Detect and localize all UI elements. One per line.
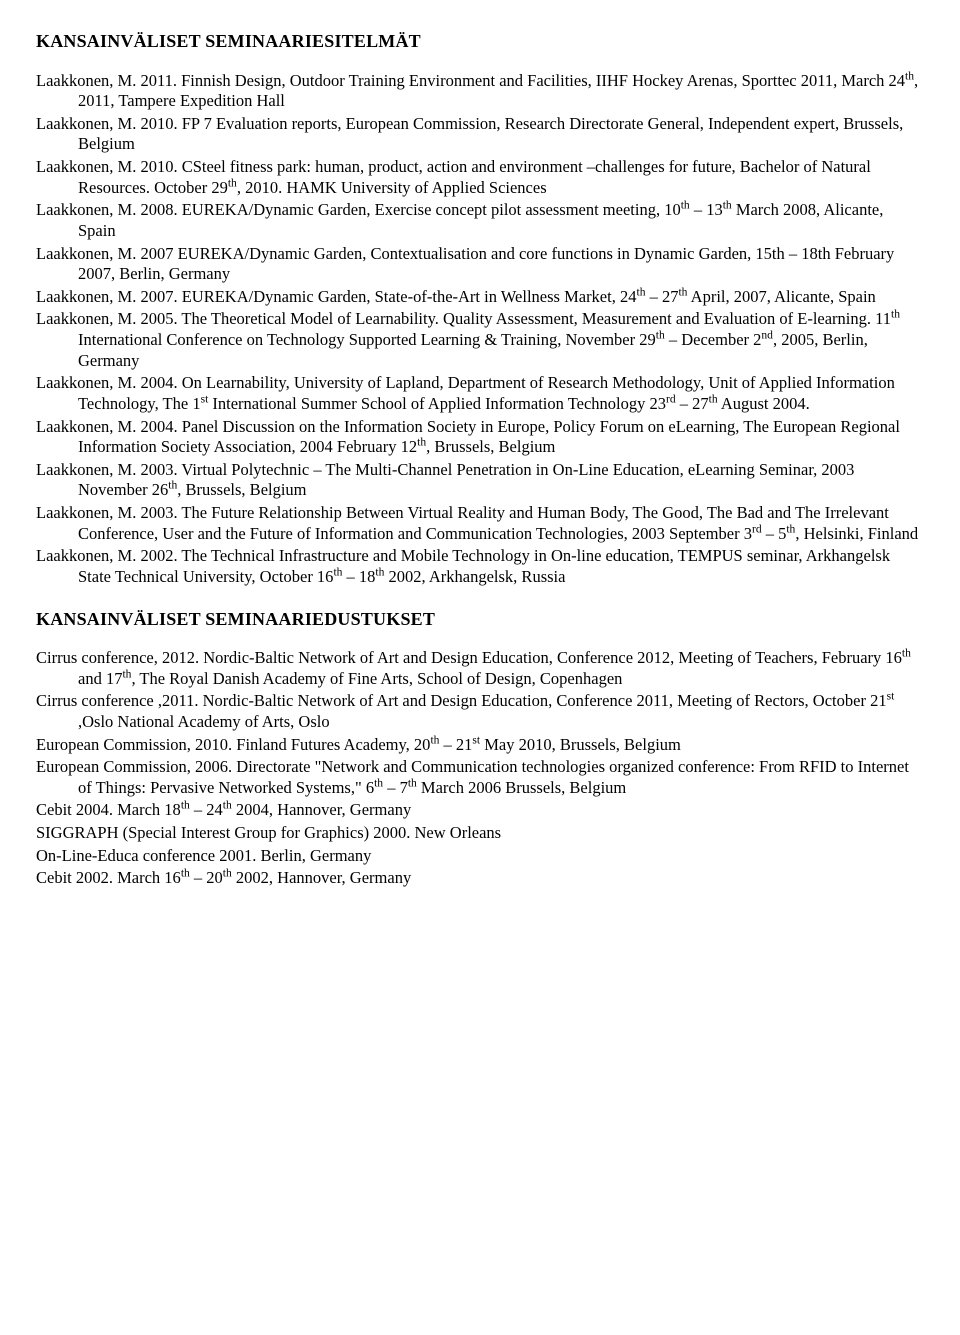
entry-item: Cebit 2004. March 18th – 24th 2004, Hann… [36,800,924,821]
entries-list-2: Cirrus conference, 2012. Nordic-Baltic N… [36,648,924,889]
entry-item: Laakkonen, M. 2005. The Theoretical Mode… [36,309,924,371]
section-heading-2: KANSAINVÄLISET SEMINAARIEDUSTUKSET [36,608,924,631]
entry-item: European Commission, 2010. Finland Futur… [36,735,924,756]
entry-item: Cirrus conference, 2012. Nordic-Baltic N… [36,648,924,689]
section-heading-1: KANSAINVÄLISET SEMINAARIESITELMÄT [36,30,924,53]
entry-item: Laakkonen, M. 2008. EUREKA/Dynamic Garde… [36,200,924,241]
entry-item: On-Line-Educa conference 2001. Berlin, G… [36,846,924,867]
entry-item: Laakkonen, M. 2011. Finnish Design, Outd… [36,71,924,112]
entry-item: SIGGRAPH (Special Interest Group for Gra… [36,823,924,844]
entry-item: Laakkonen, M. 2010. FP 7 Evaluation repo… [36,114,924,155]
entry-item: Cebit 2002. March 16th – 20th 2002, Hann… [36,868,924,889]
entries-list-1: Laakkonen, M. 2011. Finnish Design, Outd… [36,71,924,588]
entry-item: Laakkonen, M. 2004. Panel Discussion on … [36,417,924,458]
entry-item: Laakkonen, M. 2003. Virtual Polytechnic … [36,460,924,501]
entry-item: Laakkonen, M. 2007 EUREKA/Dynamic Garden… [36,244,924,285]
entry-item: Cirrus conference ,2011. Nordic-Baltic N… [36,691,924,732]
entry-item: Laakkonen, M. 2004. On Learnability, Uni… [36,373,924,414]
entry-item: Laakkonen, M. 2010. CSteel fitness park:… [36,157,924,198]
entry-item: Laakkonen, M. 2003. The Future Relations… [36,503,924,544]
entry-item: European Commission, 2006. Directorate "… [36,757,924,798]
entry-item: Laakkonen, M. 2002. The Technical Infras… [36,546,924,587]
entry-item: Laakkonen, M. 2007. EUREKA/Dynamic Garde… [36,287,924,308]
